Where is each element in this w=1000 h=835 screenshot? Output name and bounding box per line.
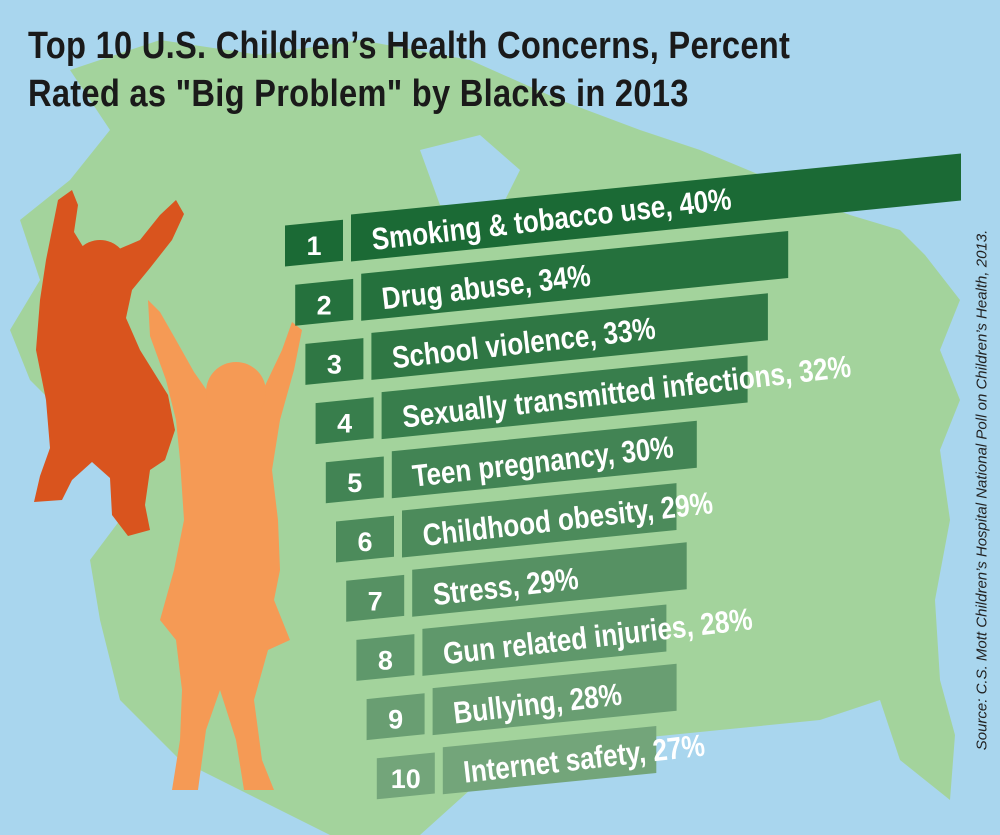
right-child-silhouette bbox=[148, 300, 302, 790]
rank-box bbox=[325, 456, 384, 504]
rank-box bbox=[315, 397, 374, 445]
rank-box bbox=[305, 338, 364, 385]
rank-label: 6 bbox=[357, 527, 372, 557]
bar-row: 10 Internet safety, 27% bbox=[376, 726, 707, 800]
rank-label: 3 bbox=[327, 350, 342, 380]
rank-box bbox=[366, 693, 425, 741]
rank-label: 7 bbox=[368, 586, 383, 616]
title-line-2: Rated as "Big Problem" by Blacks in 2013 bbox=[28, 73, 689, 115]
left-child-head bbox=[72, 240, 128, 296]
rank-label: 2 bbox=[317, 290, 332, 320]
rank-box bbox=[356, 634, 415, 681]
bar bbox=[412, 542, 687, 617]
bar bbox=[371, 293, 768, 380]
bar-row: 7 Stress, 29% bbox=[346, 542, 687, 622]
rank-label: 5 bbox=[347, 468, 362, 498]
rank-label: 4 bbox=[337, 409, 352, 439]
bar bbox=[391, 420, 697, 499]
chart-title: Top 10 U.S. Children’s Health Concerns, … bbox=[28, 22, 836, 118]
rank-box bbox=[295, 278, 354, 326]
bar bbox=[432, 663, 677, 736]
bar bbox=[442, 726, 657, 795]
right-child-head bbox=[206, 362, 266, 422]
bar bbox=[402, 483, 677, 558]
rank-box bbox=[376, 752, 435, 800]
rank-box bbox=[336, 515, 394, 563]
bar bbox=[381, 355, 748, 440]
bar bbox=[351, 153, 961, 262]
rank-label: 10 bbox=[391, 764, 421, 794]
rank-label: 8 bbox=[378, 646, 393, 676]
left-child-silhouette bbox=[34, 190, 184, 536]
rank-box bbox=[346, 574, 405, 622]
hudson-bay-water bbox=[420, 135, 520, 210]
source-citation: Source: C.S. Mott Children’s Hospital Na… bbox=[973, 229, 991, 751]
rank-box bbox=[285, 219, 343, 267]
bar bbox=[422, 604, 667, 676]
rank-label: 9 bbox=[388, 705, 403, 735]
bar bbox=[361, 231, 789, 321]
rank-label: 1 bbox=[306, 231, 321, 261]
title-line-1: Top 10 U.S. Children’s Health Concerns, … bbox=[28, 25, 791, 67]
